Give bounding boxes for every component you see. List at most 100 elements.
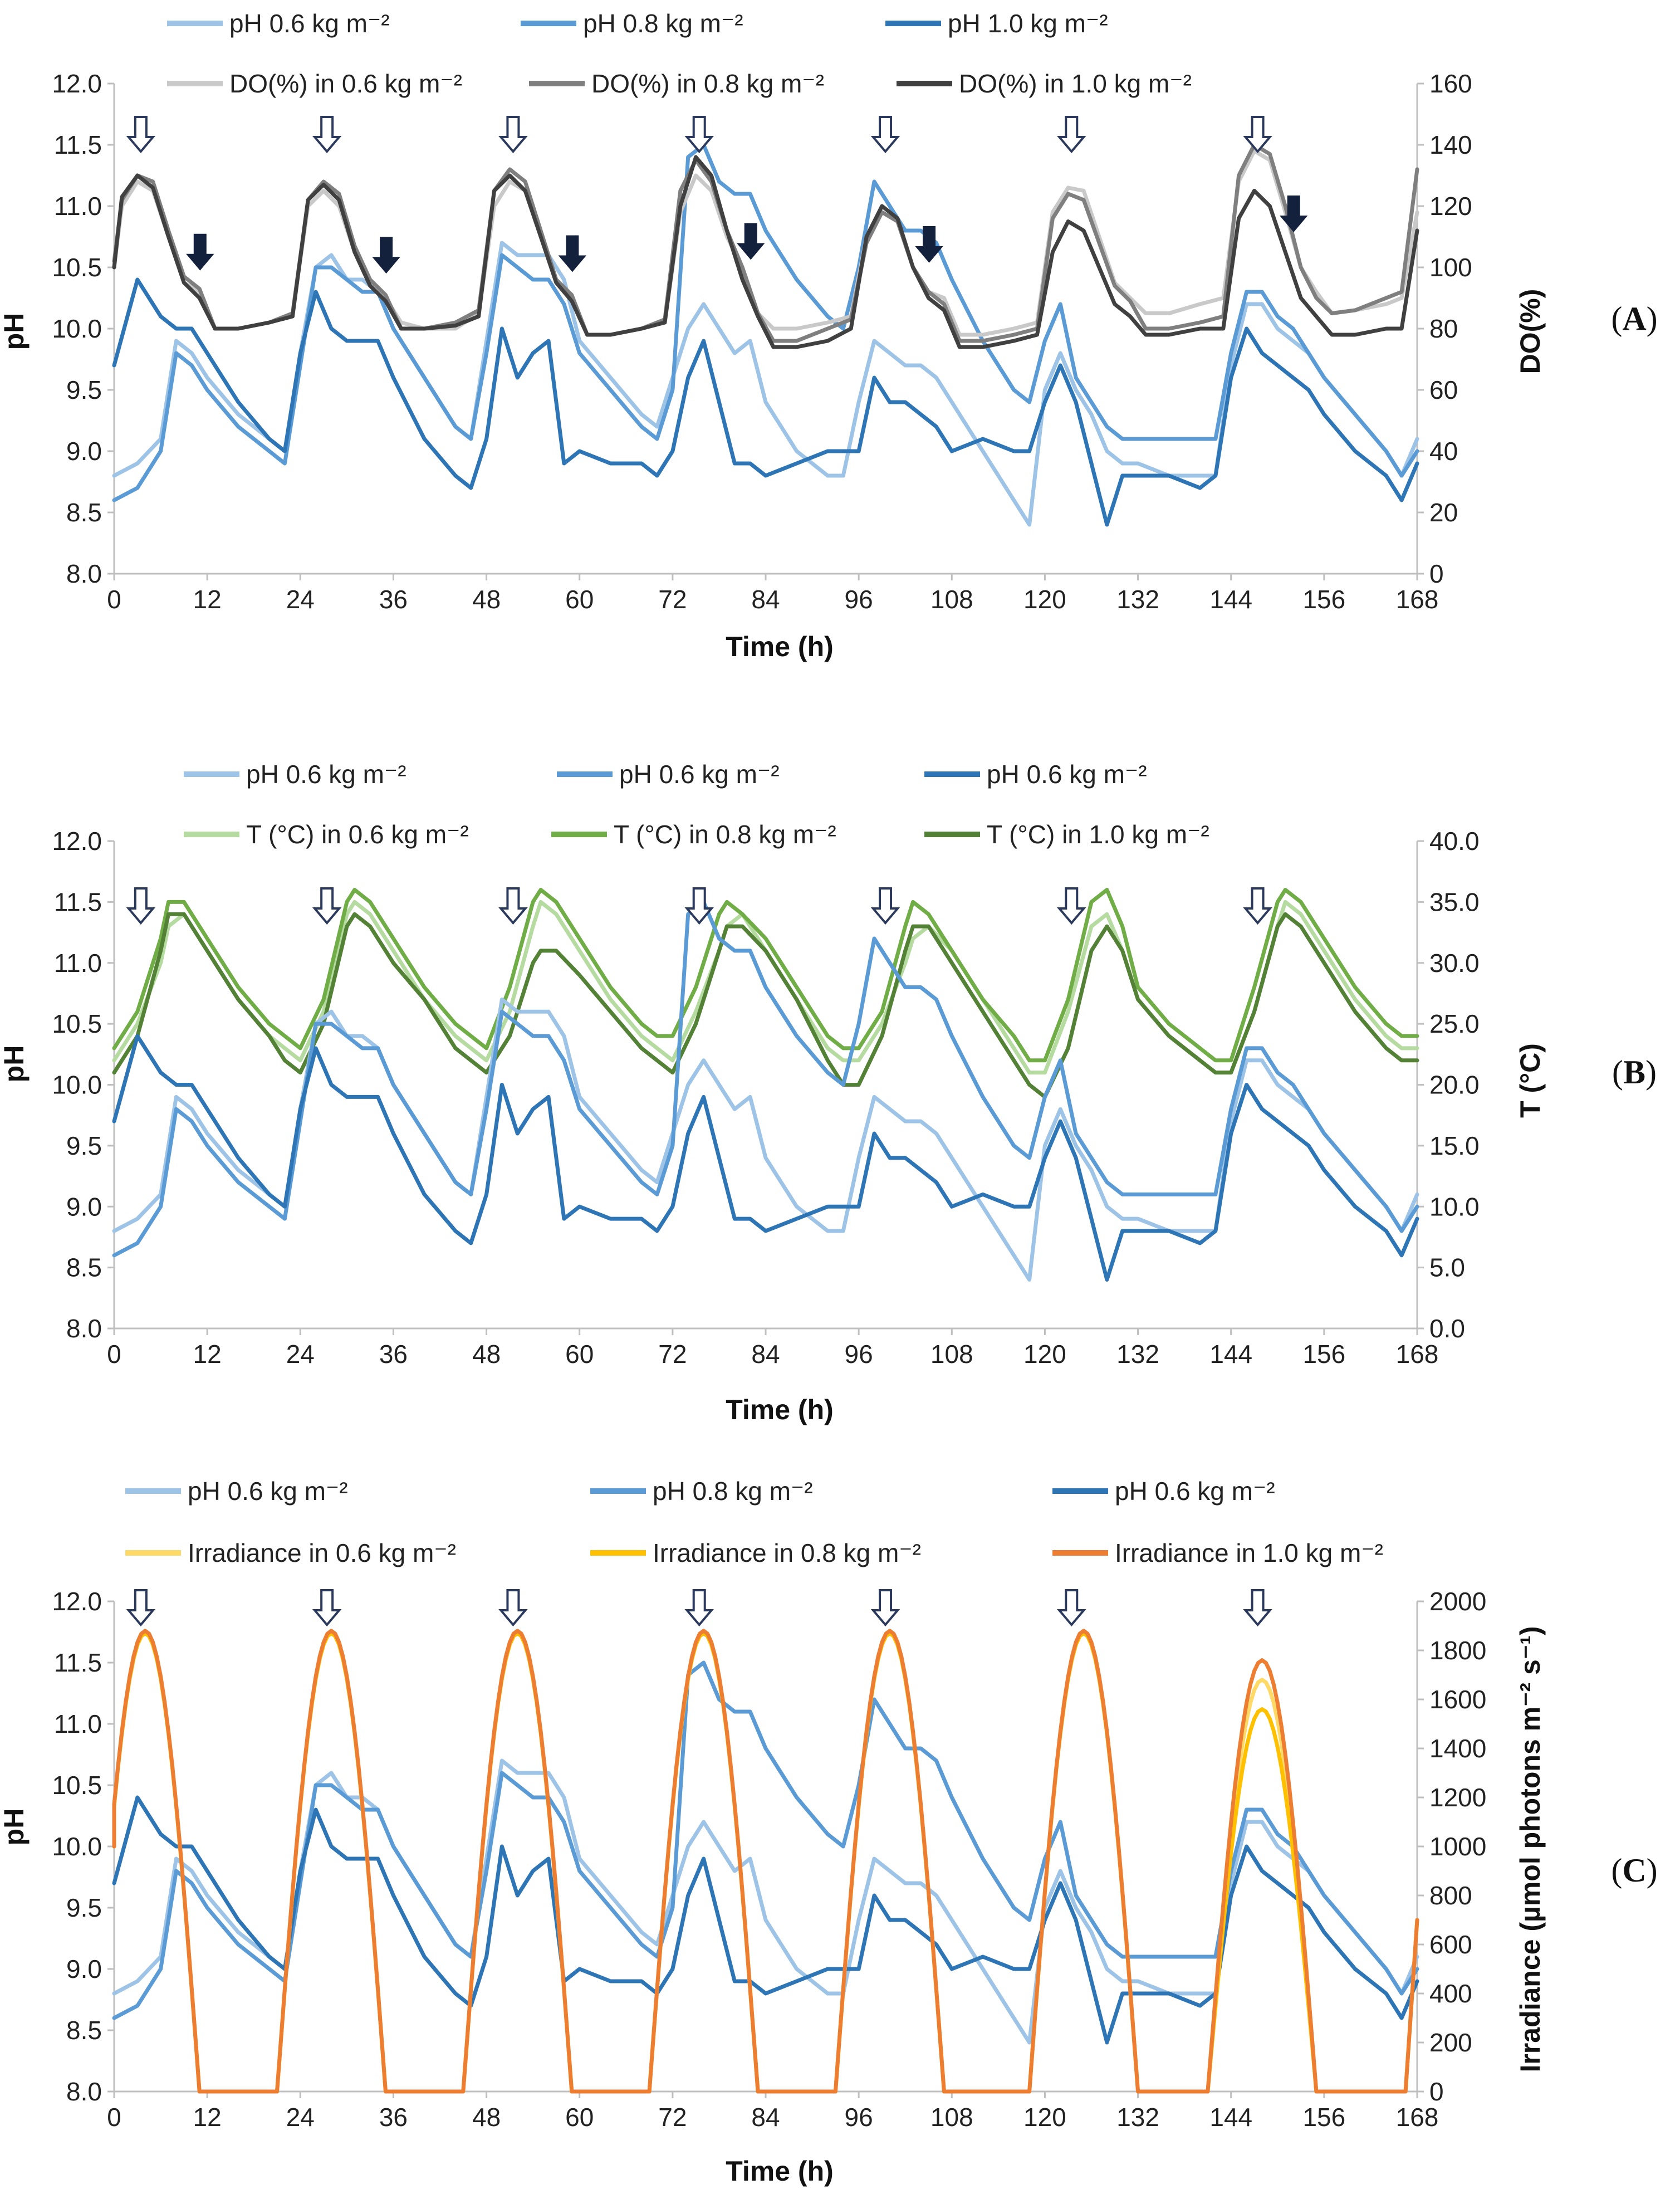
y2-tick-label: 0 (1429, 559, 1444, 588)
x-tick-label: 12 (193, 2103, 222, 2132)
panel-c-tag-letter: C (1622, 1852, 1646, 1889)
legend-label-t-0-8: T (°C) in 0.8 kg m⁻² (614, 820, 836, 849)
closed-arrow (372, 237, 400, 274)
open-arrow (498, 116, 528, 154)
y2-tick-label: 100 (1429, 253, 1472, 282)
x-tick-label: 108 (930, 2103, 973, 2132)
panel-a-x-axis-title: Time (h) (726, 631, 834, 662)
panel-b: pH 0.6 kg m⁻² pH 0.6 kg m⁻² pH 0.6 kg m⁻… (0, 760, 1657, 1425)
x-tick-label: 36 (379, 2103, 408, 2132)
legend-label-irr-0-8: Irradiance in 0.8 kg m⁻² (653, 1538, 921, 1567)
x-tick-label: 168 (1396, 2103, 1439, 2132)
panel-a: pH 0.6 kg m⁻² pH 0.8 kg m⁻² pH 1.0 kg m⁻… (0, 9, 1658, 662)
x-tick-label: 156 (1302, 585, 1345, 614)
open-arrow (312, 116, 342, 154)
y2-tick-label: 400 (1429, 1979, 1472, 2008)
y-tick-label: 9.0 (66, 1954, 102, 1983)
temp-1-0-line (112, 912, 1419, 1099)
x-tick-label: 24 (286, 2103, 315, 2132)
panel-a-y-axis-title: pH (0, 313, 30, 350)
x-tick-label: 132 (1116, 585, 1159, 614)
panel-b-y-axis-title: pH (0, 1045, 30, 1083)
panel-a-tag: (A) (1611, 300, 1657, 337)
legend-label-ph-0-8: pH 0.8 kg m⁻² (653, 1477, 813, 1506)
panel-a-y2-axis-title: DO(%) (1515, 289, 1546, 374)
y-tick-label: 12.0 (52, 69, 102, 98)
ph-0-6-line (112, 1758, 1419, 2045)
x-tick-label: 60 (565, 585, 594, 614)
open-arrow (1243, 887, 1272, 925)
legend-label-t-1-0: T (°C) in 1.0 kg m⁻² (987, 820, 1209, 849)
y-tick-label: 9.5 (66, 1131, 102, 1160)
legend-label-irr-0-6: Irradiance in 0.6 kg m⁻² (188, 1538, 456, 1567)
x-tick-label: 0 (107, 1340, 121, 1369)
y-tick-label: 12.0 (52, 1587, 102, 1616)
y-tick-label: 8.0 (66, 559, 102, 588)
y-tick-label: 11.0 (54, 949, 102, 978)
x-tick-label: 120 (1023, 585, 1066, 614)
open-arrow (498, 1589, 528, 1627)
x-tick-label: 168 (1396, 1340, 1439, 1369)
y2-tick-label: 120 (1429, 192, 1472, 221)
x-tick-label: 120 (1023, 2103, 1066, 2132)
y-tick-label: 9.5 (66, 375, 102, 404)
y-tick-label: 8.0 (66, 2077, 102, 2106)
x-tick-label: 60 (565, 1340, 594, 1369)
y2-tick-label: 35.0 (1429, 887, 1480, 916)
y2-tick-label: 600 (1429, 1930, 1472, 1959)
y-tick-label: 8.5 (66, 2016, 102, 2045)
panel-b-legend: pH 0.6 kg m⁻² pH 0.6 kg m⁻² pH 0.6 kg m⁻… (184, 760, 1209, 849)
y-tick-label: 10.0 (52, 1071, 102, 1100)
x-tick-label: 72 (658, 1340, 687, 1369)
y-tick-label: 11.5 (54, 887, 102, 916)
legend-label-ph-0-6: pH 0.6 kg m⁻² (246, 760, 406, 789)
y2-tick-label: 1600 (1429, 1685, 1486, 1714)
y-tick-label: 8.5 (66, 1253, 102, 1282)
x-tick-label: 0 (107, 585, 121, 614)
y2-tick-label: 80 (1429, 314, 1458, 343)
y2-tick-label: 1200 (1429, 1783, 1486, 1812)
do-1-0-line (112, 155, 1419, 349)
panel-c: pH 0.6 kg m⁻² pH 0.8 kg m⁻² pH 0.6 kg m⁻… (0, 1477, 1658, 2187)
y-tick-label: 12.0 (52, 827, 102, 856)
y2-tick-label: 30.0 (1429, 949, 1480, 978)
y2-tick-label: 0.0 (1429, 1314, 1465, 1343)
y2-tick-label: 1000 (1429, 1832, 1486, 1861)
ph-0-8-line (112, 1660, 1419, 2020)
open-arrow (312, 1589, 342, 1627)
legend-label-do-1-0: DO(%) in 1.0 kg m⁻² (959, 69, 1192, 98)
ph-0-8-line (112, 143, 1419, 502)
y2-tick-label: 20.0 (1429, 1071, 1480, 1100)
x-tick-label: 108 (930, 1340, 973, 1369)
legend-label-ph-1-0: pH 1.0 kg m⁻² (948, 9, 1108, 38)
x-tick-label: 48 (472, 1340, 501, 1369)
y2-tick-label: 5.0 (1429, 1253, 1465, 1282)
y-tick-label: 9.0 (66, 437, 102, 466)
x-tick-label: 96 (845, 2103, 873, 2132)
y-tick-label: 10.5 (52, 253, 102, 282)
x-tick-label: 12 (193, 1340, 222, 1369)
x-tick-label: 72 (658, 585, 687, 614)
panel-c-tag: (C) (1611, 1852, 1657, 1889)
open-arrow (1056, 887, 1086, 925)
ph-1-0-line (112, 1795, 1419, 2045)
panel-b-tag: (B) (1612, 1054, 1657, 1091)
open-arrow (684, 887, 714, 925)
y-tick-label: 11.0 (54, 192, 102, 221)
open-arrow (870, 887, 900, 925)
closed-arrow (1279, 196, 1308, 232)
legend-label-t-0-6: T (°C) in 0.6 kg m⁻² (246, 820, 469, 849)
y-tick-label: 11.5 (54, 130, 102, 159)
open-arrow (126, 116, 156, 154)
x-tick-label: 84 (751, 1340, 780, 1369)
ph-1-0-line (112, 277, 1419, 527)
x-tick-label: 168 (1396, 585, 1439, 614)
x-tick-label: 132 (1116, 1340, 1159, 1369)
y2-tick-label: 10.0 (1429, 1192, 1480, 1221)
x-tick-label: 96 (845, 585, 873, 614)
y-tick-label: 8.5 (66, 498, 102, 527)
x-tick-label: 132 (1116, 2103, 1159, 2132)
y2-tick-label: 1800 (1429, 1636, 1486, 1665)
open-arrow (312, 887, 342, 925)
y-tick-label: 10.0 (52, 314, 102, 343)
